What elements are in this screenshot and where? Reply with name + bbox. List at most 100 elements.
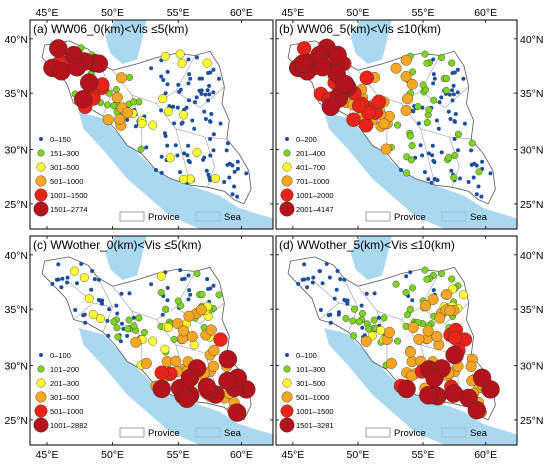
station-marker (455, 67, 460, 72)
station-marker (426, 177, 431, 182)
station-marker (434, 312, 446, 324)
station-marker (175, 105, 180, 110)
station-marker (380, 143, 392, 155)
station-marker (172, 121, 177, 126)
station-marker (218, 371, 237, 391)
station-marker (454, 130, 462, 138)
station-marker (359, 310, 367, 318)
station-marker (416, 121, 421, 126)
station-marker (197, 377, 217, 396)
legend-marker (283, 365, 291, 373)
legend-label: 0–200 (296, 135, 317, 144)
station-marker (218, 350, 238, 369)
x-tick-label: 50°E (346, 7, 369, 19)
station-marker (102, 114, 114, 126)
station-marker (65, 275, 70, 280)
legend-label: 301–500 (50, 163, 79, 172)
station-marker (218, 121, 223, 126)
station-marker (431, 331, 443, 343)
station-marker (310, 280, 315, 285)
province-boundary (175, 86, 225, 109)
station-marker (186, 273, 191, 278)
station-marker (208, 137, 213, 141)
legend-marker (285, 353, 289, 357)
station-marker (406, 132, 414, 140)
station-marker (159, 170, 164, 175)
station-marker (163, 106, 173, 116)
legend-marker (39, 137, 43, 141)
station-marker (148, 336, 158, 346)
station-marker (342, 277, 347, 282)
station-marker (350, 332, 358, 340)
station-marker (177, 389, 197, 408)
station-marker (208, 286, 213, 291)
province-legend-label: Provice (148, 428, 180, 439)
station-marker (193, 100, 197, 105)
station-marker (313, 57, 332, 77)
station-marker (114, 333, 122, 341)
y-tick-label: 25°N (5, 415, 28, 427)
station-marker (84, 294, 94, 304)
legend-marker (34, 188, 48, 202)
province-legend-label: Provice (394, 428, 426, 439)
legend-label: 401–700 (296, 163, 325, 172)
station-marker (173, 143, 178, 148)
station-marker (135, 314, 143, 322)
sea-legend-label: Sea (224, 428, 242, 439)
station-marker (404, 274, 409, 279)
station-marker (100, 301, 104, 306)
legend-marker (280, 188, 294, 202)
legend-marker (283, 149, 291, 157)
legend-marker (36, 162, 46, 172)
station-marker (406, 305, 414, 313)
y-tick-label: 40°N (520, 250, 543, 262)
panel-frame (275, 19, 518, 230)
legend-label: 1001–1500 (50, 191, 88, 200)
station-marker (131, 315, 136, 320)
station-marker (423, 118, 431, 126)
station-marker (118, 339, 123, 344)
y-tick-label: 25°N (5, 199, 28, 211)
station-marker (403, 169, 411, 177)
station-marker (211, 132, 216, 137)
panel-title: (a) WW06_0(km)<Vis ≤5(km) (33, 22, 188, 36)
station-marker (455, 90, 460, 95)
y-tick-label: 35°N (5, 88, 28, 100)
province-legend-label: Provice (394, 212, 426, 223)
caspian-sea (105, 236, 147, 280)
persian-gulf (324, 112, 517, 229)
station-marker (205, 324, 217, 336)
station-marker (469, 148, 474, 153)
station-marker (88, 310, 98, 320)
station-marker (441, 289, 453, 301)
station-marker (431, 72, 436, 77)
station-marker (302, 277, 307, 282)
station-marker (305, 285, 310, 290)
station-marker (342, 297, 347, 302)
station-marker (306, 276, 311, 281)
station-marker (154, 365, 169, 380)
x-tick-label: 50°E (346, 449, 369, 461)
station-marker (137, 145, 145, 153)
y-tick-label: 40°N (5, 250, 28, 262)
station-marker (448, 59, 456, 67)
station-marker (165, 298, 170, 303)
station-marker (163, 134, 168, 138)
station-marker (334, 287, 339, 292)
station-marker (159, 74, 164, 79)
station-marker (127, 291, 132, 296)
panel-title: (c) WWother_0(km)<Vis ≤5(km) (33, 238, 202, 252)
station-marker (103, 101, 111, 109)
station-marker (351, 98, 367, 114)
station-marker (380, 314, 388, 322)
station-marker (165, 82, 170, 87)
station-marker (125, 73, 133, 81)
station-marker (178, 87, 183, 92)
legend-marker (282, 378, 292, 388)
station-marker (360, 335, 372, 347)
station-marker (162, 305, 170, 313)
station-marker (407, 156, 415, 164)
station-marker (335, 269, 340, 273)
x-tick-label: 45°E (281, 449, 304, 461)
station-marker (194, 55, 199, 60)
